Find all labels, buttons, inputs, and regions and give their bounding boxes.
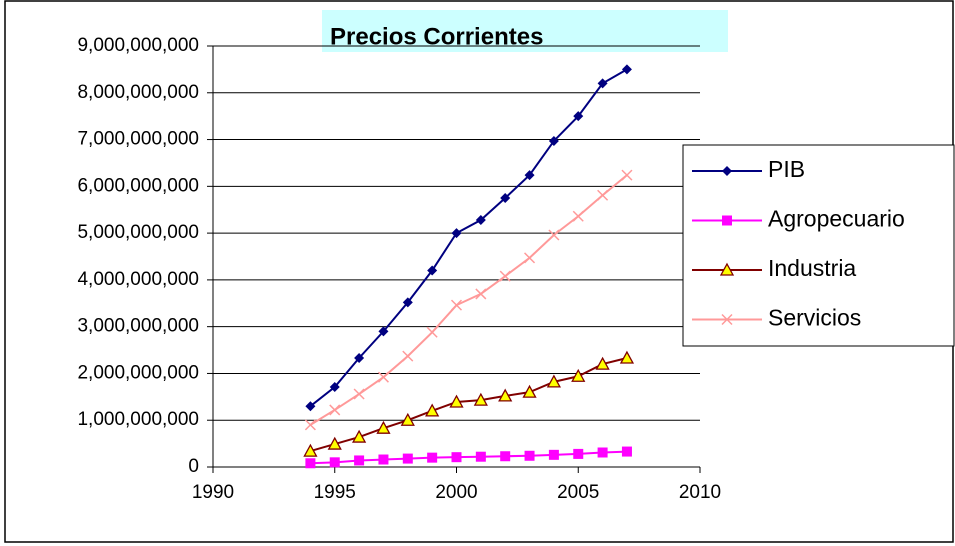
data-point xyxy=(571,368,586,382)
y-tick-label: 7,000,000,000 xyxy=(77,129,199,150)
data-point xyxy=(354,353,365,364)
data-point xyxy=(572,210,584,222)
y-tick-label: 1,000,000,000 xyxy=(77,409,199,430)
data-point xyxy=(450,299,463,311)
y-tick-label: 8,000,000,000 xyxy=(77,82,199,103)
data-point xyxy=(524,252,536,264)
data-point xyxy=(378,454,389,465)
legend-label: Servicios xyxy=(768,305,861,331)
data-point xyxy=(305,401,316,412)
data-point xyxy=(619,350,635,364)
data-point xyxy=(329,457,340,468)
data-point xyxy=(329,382,340,393)
data-point xyxy=(573,111,584,122)
data-point xyxy=(327,436,342,450)
legend-label: Industria xyxy=(768,255,856,281)
y-tick-label: 2,000,000,000 xyxy=(77,362,199,383)
data-point xyxy=(402,453,413,464)
data-point xyxy=(304,419,316,431)
data-point xyxy=(500,193,511,204)
data-point xyxy=(305,458,316,469)
legend-marker xyxy=(722,166,732,176)
y-tick-label: 0 xyxy=(188,456,199,477)
y-tick-label: 3,000,000,000 xyxy=(77,316,199,337)
data-point xyxy=(473,392,488,406)
data-point xyxy=(353,388,365,400)
data-point xyxy=(402,350,414,362)
data-point xyxy=(621,446,632,457)
data-point xyxy=(500,451,511,462)
x-tick-label: 2005 xyxy=(557,482,599,503)
legend-marker xyxy=(721,313,733,326)
data-point xyxy=(426,326,438,338)
data-point xyxy=(475,215,486,226)
data-point xyxy=(400,412,415,426)
data-point xyxy=(548,449,559,460)
y-tick-label: 9,000,000,000 xyxy=(77,35,199,56)
data-point xyxy=(597,78,608,89)
data-point xyxy=(621,169,633,181)
data-point xyxy=(597,189,609,201)
data-point xyxy=(449,394,464,408)
data-point xyxy=(425,403,440,417)
data-point xyxy=(548,135,559,146)
data-point xyxy=(597,447,608,458)
legend-box xyxy=(682,144,955,347)
data-point xyxy=(303,443,318,457)
data-point xyxy=(499,270,511,282)
data-point xyxy=(621,64,632,75)
legend-marker xyxy=(719,262,735,276)
data-point xyxy=(352,429,367,443)
title-box xyxy=(322,10,728,52)
data-point xyxy=(451,228,462,239)
x-tick-label: 1990 xyxy=(192,482,234,503)
x-tick-label: 2000 xyxy=(435,482,477,503)
data-point xyxy=(548,229,560,241)
data-point xyxy=(329,404,341,416)
data-point xyxy=(427,452,438,463)
legend-marker xyxy=(722,215,732,226)
series-line xyxy=(309,68,628,407)
data-point xyxy=(475,288,487,300)
x-tick-label: 1995 xyxy=(314,482,356,503)
legend-label: PIB xyxy=(768,156,805,182)
data-point xyxy=(498,388,513,402)
data-point xyxy=(427,265,438,276)
data-point xyxy=(451,452,462,463)
legend-label: Agropecuario xyxy=(768,206,905,232)
data-point xyxy=(378,326,389,337)
x-tick-label: 2010 xyxy=(679,482,721,503)
data-point xyxy=(595,356,610,370)
data-point xyxy=(524,450,535,461)
data-point xyxy=(402,297,413,308)
y-tick-label: 5,000,000,000 xyxy=(77,222,199,243)
data-point xyxy=(573,448,584,459)
data-point xyxy=(376,420,391,434)
data-point xyxy=(546,374,561,388)
data-point xyxy=(354,455,365,466)
y-tick-label: 4,000,000,000 xyxy=(77,269,199,290)
data-point xyxy=(475,451,486,462)
y-tick-label: 6,000,000,000 xyxy=(77,175,199,196)
data-point xyxy=(524,170,535,181)
data-point xyxy=(377,371,389,383)
data-point xyxy=(522,384,537,398)
